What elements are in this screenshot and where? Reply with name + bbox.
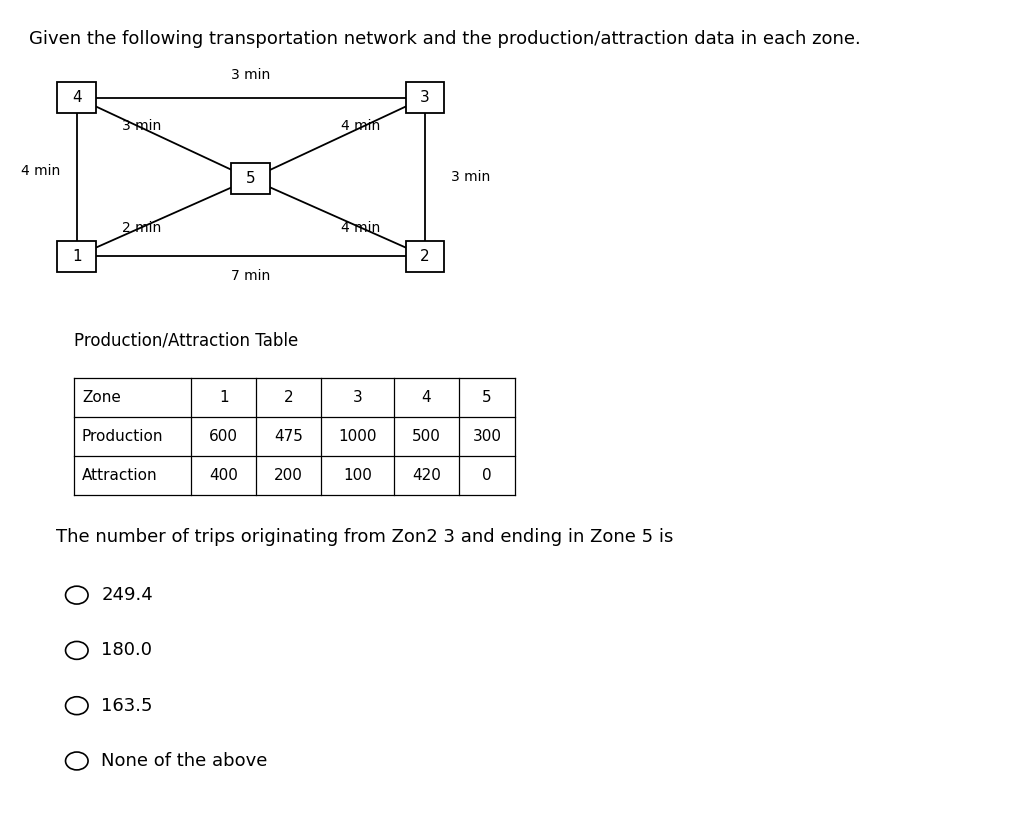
Text: Production: Production xyxy=(82,429,164,444)
Text: The number of trips originating from Zon2 3 and ending in Zone 5 is: The number of trips originating from Zon… xyxy=(56,528,674,546)
FancyBboxPatch shape xyxy=(57,82,96,113)
Text: 3 min: 3 min xyxy=(452,170,490,185)
Text: 4 min: 4 min xyxy=(22,163,60,178)
Text: 3: 3 xyxy=(352,390,362,405)
Text: 400: 400 xyxy=(209,468,239,483)
Text: 100: 100 xyxy=(343,468,372,483)
Text: 4 min: 4 min xyxy=(341,119,380,133)
Text: Given the following transportation network and the production/attraction data in: Given the following transportation netwo… xyxy=(29,30,860,48)
Text: 3: 3 xyxy=(420,90,430,105)
Text: 4 min: 4 min xyxy=(341,220,380,235)
Text: 1000: 1000 xyxy=(338,429,377,444)
Text: 4: 4 xyxy=(72,90,82,105)
Text: 420: 420 xyxy=(412,468,441,483)
Text: 2 min: 2 min xyxy=(122,220,161,235)
Text: 600: 600 xyxy=(209,429,239,444)
Text: 249.4: 249.4 xyxy=(101,586,154,604)
Text: 5: 5 xyxy=(482,390,492,405)
FancyBboxPatch shape xyxy=(406,241,444,272)
Text: 1: 1 xyxy=(219,390,228,405)
FancyBboxPatch shape xyxy=(231,163,270,194)
FancyBboxPatch shape xyxy=(57,241,96,272)
Text: Zone: Zone xyxy=(82,390,121,405)
Text: 1: 1 xyxy=(72,249,82,263)
FancyBboxPatch shape xyxy=(406,82,444,113)
Text: 475: 475 xyxy=(273,429,303,444)
Text: 200: 200 xyxy=(273,468,303,483)
Text: 300: 300 xyxy=(472,429,502,444)
Text: 500: 500 xyxy=(412,429,441,444)
Text: 5: 5 xyxy=(246,172,256,186)
Text: 2: 2 xyxy=(284,390,293,405)
Text: 3 min: 3 min xyxy=(122,119,161,133)
Text: None of the above: None of the above xyxy=(101,752,267,770)
Text: 2: 2 xyxy=(420,249,430,263)
Text: 0: 0 xyxy=(482,468,492,483)
Text: 163.5: 163.5 xyxy=(101,697,153,715)
Text: 180.0: 180.0 xyxy=(101,641,153,659)
Text: 4: 4 xyxy=(422,390,431,405)
Text: 7 min: 7 min xyxy=(231,269,270,284)
Text: Production/Attraction Table: Production/Attraction Table xyxy=(74,332,298,350)
Text: Attraction: Attraction xyxy=(82,468,158,483)
Text: 3 min: 3 min xyxy=(231,67,270,82)
